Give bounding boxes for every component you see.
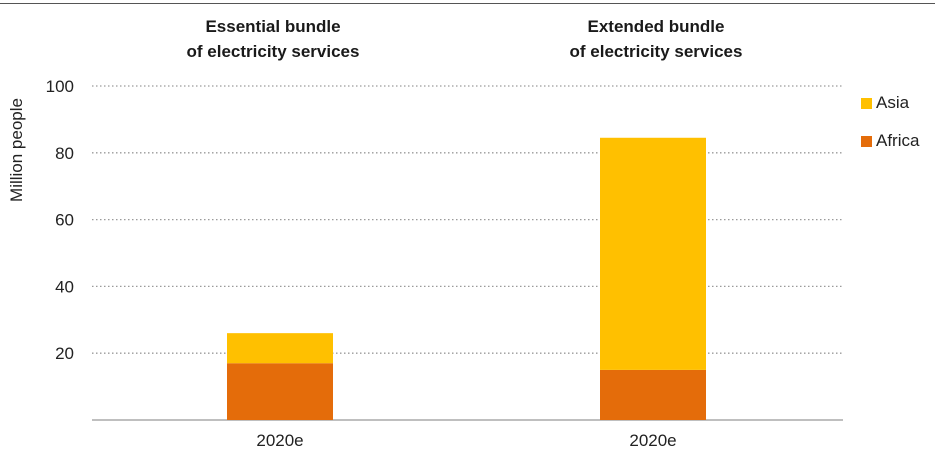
legend-swatch-asia	[861, 97, 872, 109]
y-tick-label-60: 60	[55, 211, 74, 230]
panel-title-extended: Extended bundle of electricity services	[526, 14, 786, 64]
legend-item-asia: Asia	[861, 88, 919, 118]
legend-swatch-africa	[861, 135, 872, 147]
panel-title-extended-line1: Extended bundle	[587, 17, 725, 36]
bar-1-asia	[227, 333, 333, 364]
bar-2-asia	[600, 137, 706, 370]
x-category-label-2: 2020e	[629, 431, 676, 450]
legend-label-africa: Africa	[876, 131, 920, 150]
panel-title-essential-line1: Essential bundle	[205, 17, 341, 36]
legend-item-africa: Africa	[861, 126, 919, 156]
panel-title-essential: Essential bundle of electricity services	[143, 14, 403, 64]
y-tick-label-80: 80	[55, 144, 74, 163]
y-tick-label-20: 20	[55, 344, 74, 363]
panel-title-essential-line2: of electricity services	[186, 42, 360, 61]
legend: Asia Africa	[861, 88, 919, 164]
y-axis-title: Million people	[7, 98, 26, 202]
panel-title-extended-line2: of electricity services	[569, 42, 743, 61]
y-tick-label-100: 100	[46, 77, 74, 96]
legend-label-asia: Asia	[876, 93, 910, 112]
x-category-label-1: 2020e	[256, 431, 303, 450]
bar-2-africa	[600, 369, 706, 420]
y-tick-label-40: 40	[55, 277, 74, 296]
top-rule	[0, 3, 935, 4]
bar-1-africa	[227, 363, 333, 420]
